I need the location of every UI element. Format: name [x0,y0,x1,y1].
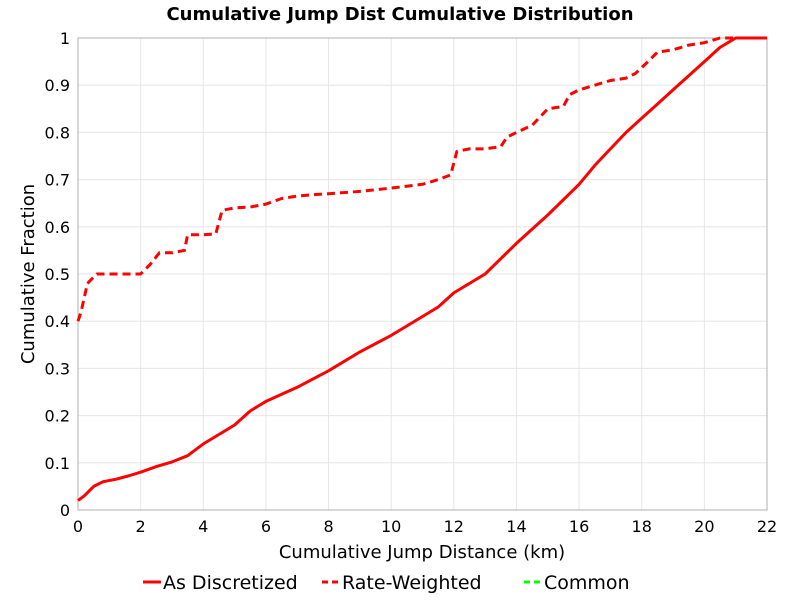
y-tick-label: 0.6 [45,218,70,237]
y-axis-ticks: 0 0.1 0.2 0.3 0.4 0.5 0.6 0.7 0.8 0.9 1 [45,29,70,520]
y-tick-label: 0 [60,501,70,520]
y-tick-label: 0.3 [45,359,70,378]
legend-label: As Discretized [163,572,298,594]
x-tick-label: 8 [323,517,333,536]
series-line-rate-weighted [76,36,767,322]
x-tick-label: 4 [198,517,208,536]
chart-title: Cumulative Jump Dist Cumulative Distribu… [166,4,633,25]
legend-item: As Discretized [143,572,298,594]
x-tick-label: 16 [569,517,589,536]
x-tick-label: 12 [444,517,464,536]
legend-item: Rate-Weighted [322,572,482,594]
y-tick-label: 0.2 [45,407,70,426]
y-tick-label: 1 [60,29,70,48]
y-tick-label: 0.4 [45,312,70,331]
x-tick-label: 22 [757,517,777,536]
legend: As Discretized Rate-Weighted Common [143,572,630,594]
y-tick-label: 0.1 [45,454,70,473]
series-line-as-discretized [77,36,767,502]
plot-frame [77,37,768,511]
y-tick-label: 0.9 [45,76,70,95]
series-layer [76,36,767,502]
x-tick-label: 18 [632,517,652,536]
legend-item: Common [524,572,630,594]
x-axis-ticks: 0 2 4 6 8 10 12 14 16 18 20 22 [73,517,777,536]
y-tick-label: 0.5 [45,265,70,284]
x-tick-label: 20 [694,517,714,536]
legend-label: Rate-Weighted [342,572,482,594]
y-tick-label: 0.8 [45,123,70,142]
x-tick-label: 0 [73,517,83,536]
y-tick-label: 0.7 [45,171,70,190]
y-axis-label: Cumulative Fraction [18,184,39,364]
legend-label: Common [544,572,630,594]
x-tick-label: 10 [381,517,401,536]
x-tick-label: 2 [136,517,146,536]
x-tick-label: 6 [261,517,271,536]
x-tick-label: 14 [506,517,526,536]
grid [77,37,768,511]
x-axis-label: Cumulative Jump Distance (km) [279,542,565,563]
